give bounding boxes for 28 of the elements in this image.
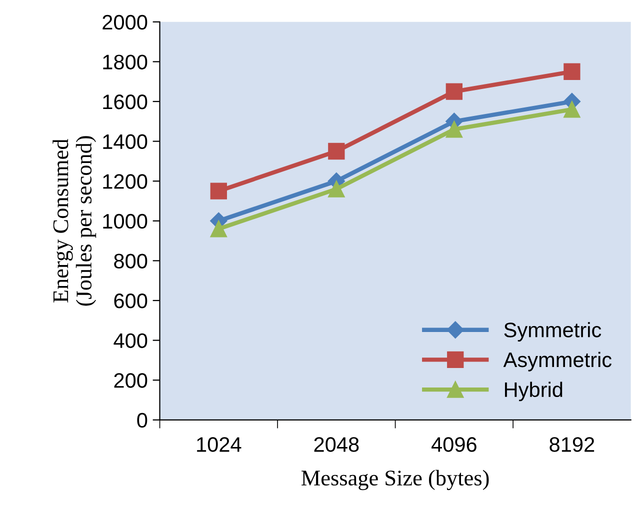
- point: [564, 63, 580, 80]
- y-tick-label: 1400: [103, 134, 148, 150]
- legend-label: Hybrid: [504, 382, 562, 402]
- point: [446, 83, 463, 100]
- legend-label: Symmetric: [504, 322, 602, 342]
- point: [210, 220, 227, 238]
- y-tick-label: 1600: [103, 94, 148, 110]
- point: [328, 142, 345, 160]
- y-tick-label: 200: [114, 373, 148, 388]
- point: [328, 180, 345, 198]
- x-tick-label: 2048: [314, 437, 359, 452]
- x-tick-label: 1024: [197, 437, 242, 452]
- y-tick-label: 1200: [103, 174, 148, 189]
- x-axis-title: Message Size (bytes): [302, 470, 489, 490]
- point: [210, 182, 227, 200]
- point: [446, 121, 463, 138]
- y-tick-label: 2000: [102, 14, 148, 30]
- y-tick-label: 1800: [103, 54, 148, 70]
- y-tick-label: 0: [137, 412, 148, 428]
- y-tick-label: 600: [114, 294, 148, 308]
- y-tick-label: 800: [114, 254, 148, 268]
- point: [564, 101, 580, 118]
- x-tick-label: 4096: [431, 437, 476, 452]
- legend-label: Asymmetric: [503, 352, 612, 372]
- x-tick-label: 8192: [550, 437, 594, 452]
- y-tick-label: 1000: [103, 214, 148, 229]
- y-tick-label: 400: [114, 333, 148, 348]
- y-axis-title: Energy Consumed (Joules per second): [52, 136, 96, 306]
